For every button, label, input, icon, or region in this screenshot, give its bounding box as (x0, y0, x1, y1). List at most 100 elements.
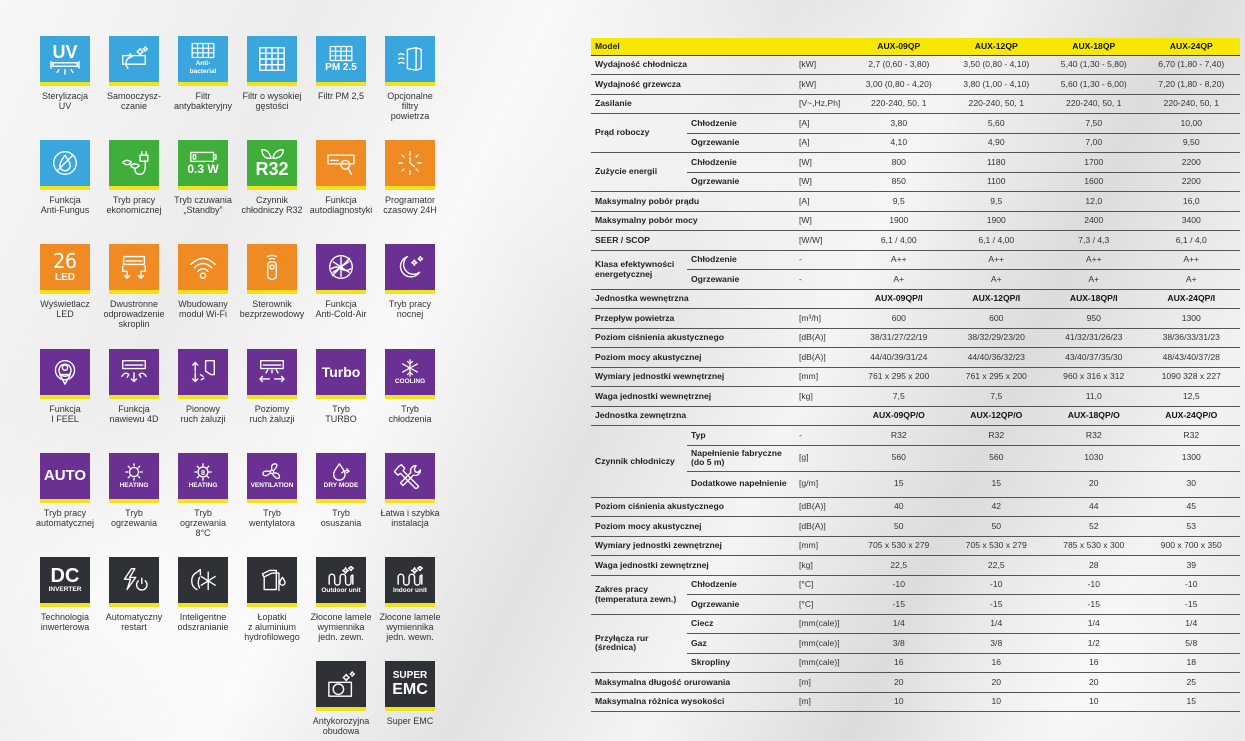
golden-fin-indoor-icon: Indoor unit (385, 557, 435, 607)
group-label: Prąd roboczy (591, 113, 687, 153)
unit-cell: [dB(A)] (795, 328, 851, 348)
feature-label: Samooczysz- czanie (106, 91, 161, 111)
sub-parameter-label: Chłodzenie (687, 113, 795, 134)
value-cell: A++ (850, 250, 948, 270)
unit-cell: [mm(cale)] (795, 653, 851, 673)
feature-label: Inteligentne odszranianie (177, 612, 229, 632)
table-row: Jednostka zewnętrzna AUX-09QP/O AUX-12QP/O… (591, 406, 1241, 426)
sub-parameter-label: Typ (687, 425, 795, 446)
value-cell: 45 (1142, 497, 1241, 517)
value-cell: 2200 (1142, 152, 1241, 173)
feature-label: Tryb ogrzewania (110, 508, 158, 528)
self-clean-icon (109, 36, 159, 86)
feature-label: Tryb pracy ekonomicznej (106, 195, 162, 215)
self-diagnosis-icon (316, 140, 366, 190)
value-cell: 5,60 (1,30 - 6,00) (1045, 74, 1143, 95)
feature-label: Super EMC (386, 716, 434, 726)
group-label: Zużycie energii (591, 152, 687, 192)
unit-cell: [kW] (795, 55, 851, 75)
value-cell: 1/4 (947, 614, 1046, 634)
value-cell: 4,10 (850, 133, 948, 153)
dual-drain-icon (109, 244, 159, 294)
value-cell: 5,60 (947, 113, 1046, 134)
golden-fin-outdoor-icon: Outdoor unit (316, 557, 366, 607)
feature-label: Łatwa i szybka instalacja (380, 508, 440, 528)
value-cell: R32 (1045, 425, 1143, 446)
horizontal-swing-icon (247, 349, 297, 399)
table-row: Zakres pracy (temperatura zewn.) Chłodzen… (591, 575, 1241, 615)
sun-8-heating-icon: 8 HEATING (178, 453, 228, 503)
feature-icon-grid: UV Sterylizacja UV Samooczysz- czanie Ant… (0, 0, 450, 741)
unit-cell (795, 406, 851, 426)
feature-item: Sterownik bezprzewodowy (232, 244, 312, 319)
feature-item: Łatwa i szybka instalacja (370, 453, 450, 528)
sub-parameter-label: Chłodzenie (687, 575, 795, 595)
value-cell: 5/8 (1142, 633, 1241, 654)
feature-item: Funkcja Anti-Fungus (25, 140, 105, 215)
value-cell: 30 (1142, 471, 1241, 498)
value-cell: 2,7 (0,60 - 3,80) (850, 55, 948, 75)
anti-fungus-icon (40, 140, 90, 190)
value-cell: 53 (1142, 516, 1241, 537)
group-label: Czynnik chłodniczy (591, 425, 687, 498)
value-cell: 1900 (850, 211, 948, 231)
table-row: Waga jednostki wewnętrznej [kg] 7,5 7,5 11,0… (591, 386, 1241, 407)
auto-restart-icon (109, 557, 159, 607)
feature-label: Czynnik chłodniczy R32 (241, 195, 303, 215)
unit-model-name: AUX-09QP/I (850, 289, 948, 309)
value-cell: 38/36/33/31/23 (1142, 328, 1241, 348)
feature-label: Funkcja Anti-Fungus (40, 195, 90, 215)
feature-label: Tryb TURBO (325, 404, 357, 424)
table-header-row: Model AUX-09QP AUX-12QP AUX-18QP AUX-24QP (591, 38, 1241, 56)
hydrophilic-fins-icon (247, 557, 297, 607)
value-cell: 1900 (947, 211, 1046, 231)
value-cell: R32 (850, 425, 948, 446)
value-cell: 50 (850, 516, 948, 537)
parameter-label: Jednostka zewnętrzna (591, 406, 795, 426)
anticorrosion-case-icon (316, 661, 366, 711)
feature-label: Wyświetlacz LED (40, 299, 90, 319)
feature-item: Programator czasowy 24H (370, 140, 450, 215)
value-cell: -15 (850, 594, 948, 615)
parameter-label: Wydajność grzewcza (591, 74, 795, 95)
table-row: Jednostka wewnętrzna AUX-09QP/I AUX-12QP/I… (591, 289, 1241, 309)
parameter-label: Poziom ciśnienia akustycznego (591, 328, 795, 348)
value-cell: 220-240, 50, 1 (947, 94, 1046, 114)
value-cell: 800 (850, 152, 948, 173)
feature-item: Funkcja nawiewu 4D (94, 349, 174, 424)
value-cell: 12,5 (1142, 386, 1241, 407)
unit-cell: [kg] (795, 386, 851, 407)
unit-cell: [mm(cale)] (795, 633, 851, 654)
value-cell: 20 (1045, 672, 1143, 693)
table-row: Czynnik chłodniczy Typ - R32 R32 R32 R32 (591, 425, 1241, 498)
unit-cell: - (795, 269, 851, 290)
feature-item: DRY MODE Tryb osuszania (301, 453, 381, 528)
value-cell: 22,5 (947, 555, 1046, 576)
feature-item: Filtr o wysokiej gęstości (232, 36, 312, 111)
table-row: Waga jednostki zewnętrznej [kg] 22,5 22,5 28… (591, 555, 1241, 576)
feature-label: Technologia inwerterowa (40, 612, 90, 632)
value-cell: 4,90 (947, 133, 1046, 153)
feature-label: Pionowy ruch żaluzji (180, 404, 226, 424)
feature-item: Automatyczny restart (94, 557, 174, 632)
value-cell: 15 (947, 471, 1046, 498)
feature-item: Funkcja autodiagnostyki (301, 140, 381, 215)
value-cell: 761 x 295 x 200 (947, 367, 1046, 387)
sun-heating-icon: HEATING (109, 453, 159, 503)
value-cell: 785 x 530 x 300 (1045, 536, 1143, 556)
turbo-icon: Turbo (316, 349, 366, 399)
value-cell: 220-240, 50, 1 (1142, 94, 1241, 114)
value-cell: 1300 (1142, 445, 1241, 472)
led-display-icon: 26 LED (40, 244, 90, 294)
vertical-swing-icon (178, 349, 228, 399)
value-cell: 2200 (1142, 172, 1241, 192)
value-cell: 6,1 / 4,00 (850, 230, 948, 251)
feature-item: Funkcja Anti-Cold-Air (301, 244, 381, 319)
feature-item: AUTO Tryb pracy automatycznej (25, 453, 105, 528)
value-cell: 3,50 (0,80 - 4,10) (947, 55, 1046, 75)
unit-cell: [°C] (795, 594, 851, 615)
value-cell: 3,00 (0,80 - 4,20) (850, 74, 948, 95)
high-density-filter-icon (247, 36, 297, 86)
parameter-label: Jednostka wewnętrzna (591, 289, 795, 309)
unit-cell: [dB(A)] (795, 497, 851, 517)
